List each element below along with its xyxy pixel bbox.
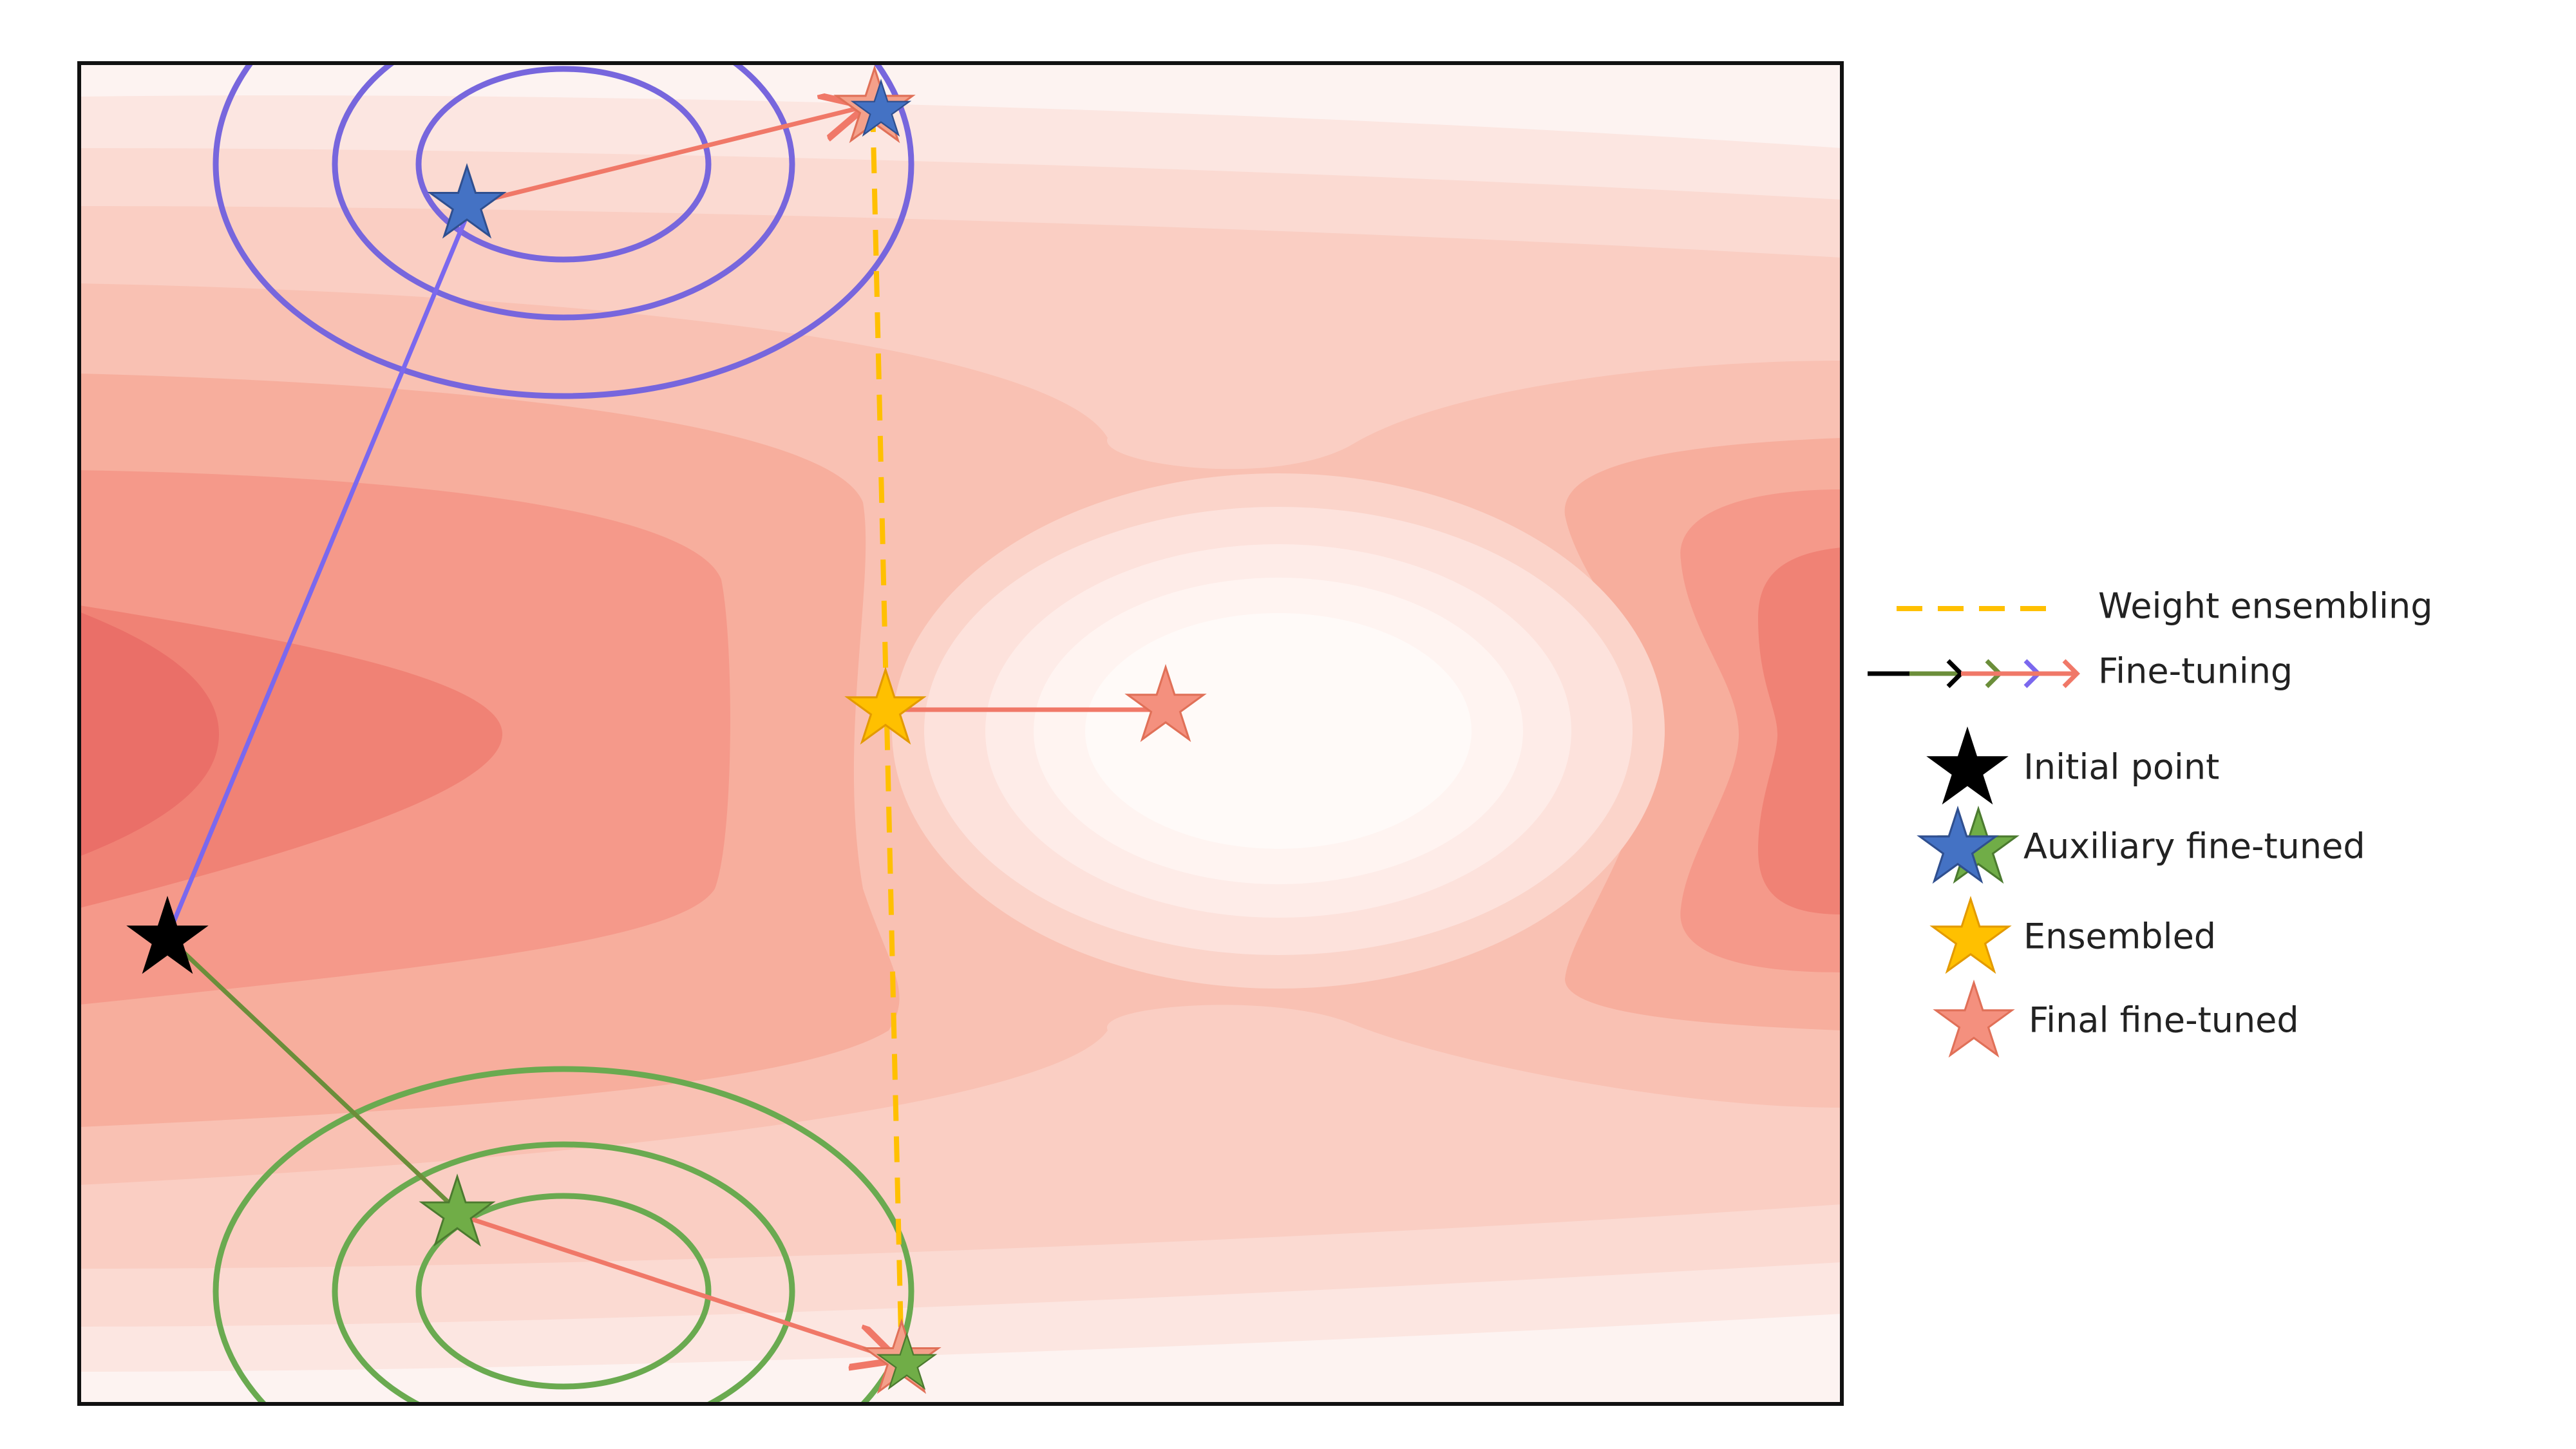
- aux2-contour-inner: [415, 1193, 712, 1390]
- aux1-contour-inner: [415, 66, 712, 263]
- legend-fine-tuning-label: Fine-tuning: [2098, 651, 2293, 692]
- legend-initial-point-label: Initial point: [2023, 747, 2219, 788]
- basin-ring-5: [1085, 613, 1472, 849]
- finetune-path-initial-to-aux2: [166, 935, 458, 1211]
- contour-band-7r: [1758, 547, 1842, 914]
- plot-area: [79, 63, 1842, 1404]
- aux2-contour-outer: [213, 1066, 914, 1404]
- legend-final-label: Final fine-tuned: [2029, 1000, 2299, 1041]
- legend-final-star: [1933, 979, 2015, 1058]
- legend-initial-point-star: [1926, 726, 2009, 805]
- finetune-path-aux1-to-final: [466, 106, 866, 207]
- final-fine-tuned-star: [1124, 663, 1207, 743]
- plot-frame: [77, 61, 1844, 1406]
- stars: [126, 64, 1207, 1394]
- auxiliary-2-star: [419, 1173, 496, 1247]
- legend: Weight ensembling Fine-tuning Initial po…: [1868, 586, 2433, 1058]
- legend-auxiliary-blue-star: [1917, 805, 1999, 884]
- legend-fine-tuning-swatch: [1868, 659, 2080, 688]
- legend-auxiliary-label: Auxiliary fine-tuned: [2023, 826, 2365, 867]
- legend-weight-ensembling-label: Weight ensembling: [2098, 586, 2433, 627]
- auxiliary-1-star: [427, 163, 507, 239]
- auxiliary-1-contours: [213, 63, 914, 399]
- finetune-path-initial-to-aux1: [165, 214, 469, 938]
- legend-ensembled-star: [1929, 895, 2012, 974]
- aux1-contour-outer: [213, 63, 914, 399]
- ensembled-star: [844, 666, 927, 745]
- auxiliary-2-contours: [213, 1066, 914, 1404]
- final-star-bottom-green: [876, 1332, 938, 1390]
- aux1-contour-middle: [332, 63, 795, 321]
- finetune-path-aux2-to-final: [455, 1211, 898, 1360]
- initial-point-star: [126, 895, 209, 974]
- contour-band-8: [79, 612, 219, 857]
- aux2-contour-middle: [332, 1141, 795, 1404]
- weight-ensembling-line: [870, 106, 904, 1363]
- legend-ensembled-label: Ensembled: [2023, 916, 2216, 957]
- final-star-top-blue: [850, 79, 912, 137]
